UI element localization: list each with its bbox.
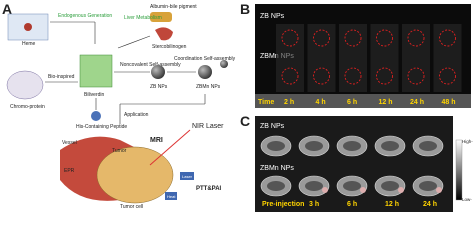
albumin-icon [150,12,172,22]
figure: A Heme Endogenous Generation Albumin-bil… [2,1,473,212]
tumor-signal [398,187,404,193]
time-label: 12 h [379,99,393,106]
time-label: 6 h [347,201,357,208]
endogenous-label: Endogenous Generation [58,13,112,19]
time-label: 24 h [423,201,437,208]
mri-inner [419,181,437,191]
mri-inner [267,141,285,151]
stercobilinogen-label: Stercobilinogen [152,44,187,50]
mouse-image [433,24,462,92]
coordination-label: Coordination Self-assembly [174,56,236,62]
tumor-marker [344,67,362,85]
tumor-marker [439,29,456,47]
application-label: Application [124,112,149,118]
mouse-image [276,24,304,92]
heme-center [24,23,32,31]
tumor-marker [407,29,425,47]
mri-inner [267,181,285,191]
tumor-marker [407,67,425,85]
tumor-signal [322,187,328,193]
tumor-marker [313,29,330,47]
mri-inner [343,141,361,151]
colorbar [455,139,463,201]
heat-box [165,192,177,200]
time-label: 4 h [316,99,326,106]
mouse-image [339,24,367,92]
time-label: Pre-injection [262,201,304,208]
mri-inner [305,141,323,151]
mri-inner [343,181,361,191]
laser-beam [149,129,191,166]
ptt-label: PTT&PAI [196,186,222,192]
epr-label: EPR [64,168,75,174]
tumor-marker [376,29,393,47]
mri-label: MRI [150,137,163,144]
row-label: ZB NPs [260,13,285,20]
chromoprotein-label: Chromo-protein [10,104,45,110]
time-label: 48 h [442,99,456,106]
mri-inner [381,141,399,151]
time-label: 12 h [385,201,399,208]
tumor-marker [376,67,393,85]
zbmn-np [198,65,212,79]
tumor-marker [313,67,330,85]
image-panel [255,116,453,212]
mouse-image [402,24,430,92]
zb-np [151,65,165,79]
biliverdin-structure [79,54,113,88]
peptide-icon [91,111,101,121]
liver-label: Liver Metabolism [124,15,162,21]
tumor-marker [281,67,299,85]
mouse-image [370,24,399,92]
time-label: 2 h [284,99,294,106]
mri-inner [419,141,437,151]
liver-icon [155,27,173,41]
zbmn-label: ZBMn NPs [196,84,221,90]
panel-label: A [2,1,12,17]
chromoprotein-icon [6,70,44,100]
colorbar-low: Low- [462,197,472,202]
zb-label: ZB NPs [150,84,168,90]
heat-label: Heat [167,194,176,199]
nir-label: NIR Laser [192,123,224,130]
laser-box [180,172,194,180]
time-title: Time [258,99,274,106]
arrow [117,35,151,49]
biliverdin-label: Biliverdin [84,92,105,98]
vessel-label: Vessel [62,140,77,146]
panel-label: B [240,1,250,17]
mri-inner [305,181,323,191]
row-label: ZB NPs [260,123,285,130]
row-label: ZBMn NPs [260,165,294,172]
time-label: 6 h [347,99,357,106]
time-label: 3 h [309,201,319,208]
noncovalent-label: Noncovalent Self-assembly [120,62,181,68]
tumor-cell-label: Tumor cell [120,204,143,210]
albumin-label: Albumin-bile pigment [150,4,197,10]
bio-inspired-label: Bio-inspired [48,74,75,80]
mouse-image [307,24,336,92]
time-label: 24 h [410,99,424,106]
peptide-label: His-Containing Peptide [76,124,127,130]
zbmn-np [220,60,228,68]
tumor-signal [360,187,366,193]
panel-label: C [240,113,250,129]
heme-label: Heme [22,41,36,47]
tumor-marker [439,67,456,85]
laser-label: Laser [182,174,193,179]
tumor-marker [281,29,299,47]
tumor-signal [436,187,442,193]
colorbar-high: High- [462,139,473,144]
mri-inner [381,181,399,191]
time-strip [255,94,471,108]
tumor-marker [344,29,362,47]
tumor-label: Tumor [112,148,127,154]
